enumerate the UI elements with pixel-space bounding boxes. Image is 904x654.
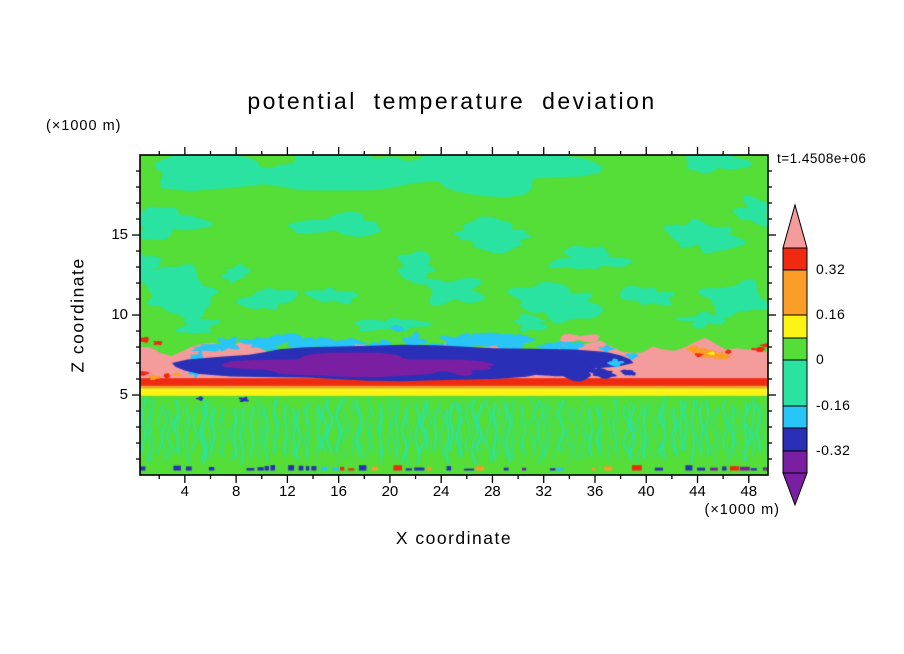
x-tick-label: 20: [381, 483, 399, 500]
y-axis-unit-label: (×1000 m): [46, 118, 122, 134]
timestamp-label: t=1.4508e+06: [777, 151, 867, 166]
chart-title: potential temperature deviation: [247, 88, 657, 114]
y-tick-label: 10: [111, 306, 128, 323]
colorbar-label: 0.32: [816, 261, 846, 277]
x-tick-label: 24: [432, 483, 450, 500]
x-tick-label: 48: [740, 483, 758, 500]
y-tick-label: 15: [111, 226, 128, 243]
x-tick-label: 44: [689, 483, 706, 500]
x-tick-label: 36: [586, 483, 604, 500]
x-tick-label: 32: [535, 483, 553, 500]
x-tick-label: 16: [330, 483, 347, 500]
field-canvas: [140, 155, 768, 475]
y-tick-label: 5: [119, 386, 128, 403]
x-tick-label: 28: [484, 483, 501, 500]
x-tick-label: 12: [279, 483, 296, 500]
colorbar-label: 0: [816, 351, 825, 367]
x-tick-label: 40: [637, 483, 655, 500]
x-tick-label: 8: [231, 483, 241, 500]
x-axis-unit-label: (×1000 m): [704, 502, 780, 518]
colorbar-label: -0.16: [816, 397, 851, 413]
x-tick-label: 4: [180, 483, 190, 500]
x-axis-title: X coordinate: [395, 528, 513, 548]
colorbar-label: -0.32: [816, 442, 851, 458]
colorbar-label: 0.16: [816, 306, 846, 322]
